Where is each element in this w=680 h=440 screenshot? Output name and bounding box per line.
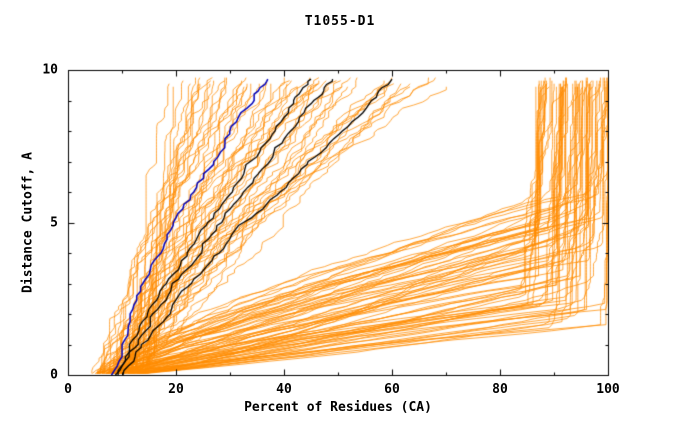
x-tick-label: 60: [384, 382, 400, 397]
x-tick-label: 20: [168, 382, 184, 397]
x-axis-label: Percent of Residues (CA): [244, 400, 432, 415]
x-tick-label: 40: [276, 382, 292, 397]
y-tick-label: 0: [50, 367, 58, 383]
y-axis-label: Distance Cutoff, A: [20, 152, 36, 293]
chart-title: T1055-D1: [304, 14, 376, 29]
y-tick-label: 10: [42, 62, 58, 78]
x-tick-label: 100: [596, 382, 620, 397]
x-tick-label: 0: [64, 382, 72, 397]
y-tick-label: 5: [50, 215, 58, 230]
x-tick-label: 80: [492, 382, 508, 397]
